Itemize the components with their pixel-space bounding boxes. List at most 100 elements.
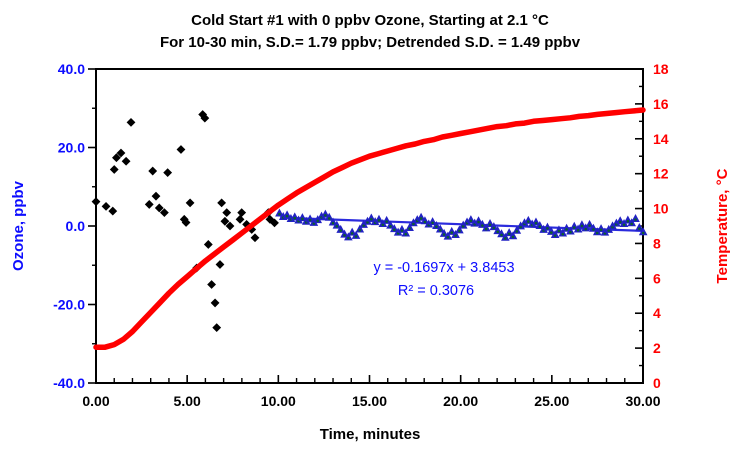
ozone-startup-point [198,110,208,119]
ozone-startup-point [181,218,191,227]
ozone-10-30min-point-dot [549,231,553,234]
ozone-10-30min-point-dot [527,220,530,223]
ozone-10-30min-point [596,224,606,233]
y-right-tick-label: 18 [653,61,669,77]
y-right-axis-title: Temperature, °C [714,168,731,283]
y-left-tick-label: 40.0 [58,61,85,77]
chart-title-line2: For 10-30 min, S.D.= 1.79 ppbv; Detrende… [160,34,581,51]
ozone-10-30min-point [305,214,315,223]
ozone-10-30min-point-dot [626,219,630,223]
ozone-10-30min-point [355,224,365,233]
ozone-10-30min-point [635,222,644,231]
ozone-10-30min-point-dot [358,228,362,232]
ozone-startup-point [159,208,169,218]
ozone-10-30min-point-dot [366,221,369,224]
ozone-10-30min-point [627,218,636,227]
ozone-10-30min-point-dot [572,226,576,229]
y-right-tick-label: 16 [653,96,669,112]
ozone-10-30min-point [462,217,472,226]
ozone-10-30min-point [412,215,422,224]
ozone-10-30min-point-dot [419,217,423,220]
ozone-10-30min-point [397,224,407,233]
ozone-10-30min-point [539,224,548,233]
ozone-10-30min-point-dot [308,218,312,222]
ozone-startup-point [116,148,126,158]
y-right-tick-label: 4 [653,305,661,321]
trendline-rsquared-label: R² = 0.3076 [398,283,474,299]
ozone-10-30min-point-dot [350,232,354,235]
ozone-10-30min-point [512,225,522,234]
ozone-10-30min-point-dot [565,228,568,231]
ozone-10-30min-point [367,213,376,222]
ozone-10-30min-point-dot [618,220,622,224]
ozone-startup-point [215,260,225,269]
ozone-10-30min-point-dot [435,225,438,229]
ozone-startup-point [148,166,158,176]
ozone-10-30min-point-dot [584,227,588,231]
ozone-10-30min-point-dot [400,229,404,232]
ozone-10-30min-point-dot [622,223,626,227]
ozone-10-30min-point [298,213,307,222]
ozone-10-30min-point-dot [546,226,549,230]
ozone-10-30min-point-dot [370,217,373,221]
ozone-10-30min-point [577,220,587,229]
ozone-startup-point [179,214,189,224]
ozone-10-30min-point [489,222,499,231]
ozone-10-30min-point [638,227,648,236]
ozone-10-30min-point-dot [599,228,603,232]
ozone-10-30min-point-dot [446,236,450,239]
ozone-10-30min-point [374,214,384,223]
ozone-10-30min-point-dot [569,230,572,234]
ozone-10-30min-point-dot [496,230,499,234]
ozone-10-30min-point [481,223,491,232]
ozone-startup-point [270,218,279,228]
ozone-10-30min-point [309,217,319,226]
ozone-startup-point [237,208,247,218]
ozone-10-30min-point [608,221,617,230]
ozone-10-30min-point-dot [285,214,289,218]
y-right-tick-label: 8 [653,235,661,251]
ozone-10-30min-point-dot [412,222,415,226]
ozone-10-30min-point [275,208,284,217]
x-axis-tick-label: 0.00 [82,393,109,409]
ozone-10-30min-point [631,213,640,222]
ozone-10-30min-point [435,224,445,233]
ozone-10-30min-point [524,215,533,224]
ozone-startup-point [109,165,119,174]
ozone-startup-point [176,145,186,154]
y-right-tick-label: 10 [653,201,669,217]
ozone-10-30min-point-dot [519,225,522,229]
ozone-10-30min-point [478,219,487,228]
y-right-tick-label: 6 [653,270,661,286]
ozone-startup-point [200,113,210,123]
ozone-10-30min-point [455,225,464,234]
ozone-10-30min-point-dot [389,225,392,228]
ozone-10-30min-point [546,226,556,235]
ozone-10-30min-point-dot [377,219,381,222]
ozone-10-30min-point-dot [630,222,633,226]
ozone-10-30min-point [301,216,311,225]
ozone-10-30min-point-dot [481,224,484,227]
ozone-10-30min-point-dot [534,221,538,225]
ozone-10-30min-point-dot [561,232,565,236]
ozone-10-30min-point [493,226,502,235]
ozone-10-30min-point [508,231,518,240]
ozone-10-30min-point [589,223,598,232]
ozone-10-30min-point-dot [438,228,442,232]
x-axis-tick-label: 15.00 [352,393,387,409]
ozone-10-30min-point [550,230,560,239]
ozone-10-30min-point-dot [641,231,645,235]
ozone-10-30min-point [393,227,403,236]
ozone-10-30min-point [290,212,300,221]
trendline-equation-label: y = -0.1697x + 3.8453 [373,260,514,276]
y-left-tick-label: 0.0 [66,218,86,234]
ozone-startup-point [235,214,245,224]
ozone-10-30min-point-dot [477,220,480,224]
ozone-10-30min-point [351,230,361,239]
ozone-10-30min-point [531,217,541,226]
x-axis-tick-label: 25.00 [534,393,569,409]
ozone-startup-point [212,323,222,333]
ozone-10-30min-point-dot [404,232,408,236]
x-axis-tick-label: 30.00 [625,393,660,409]
